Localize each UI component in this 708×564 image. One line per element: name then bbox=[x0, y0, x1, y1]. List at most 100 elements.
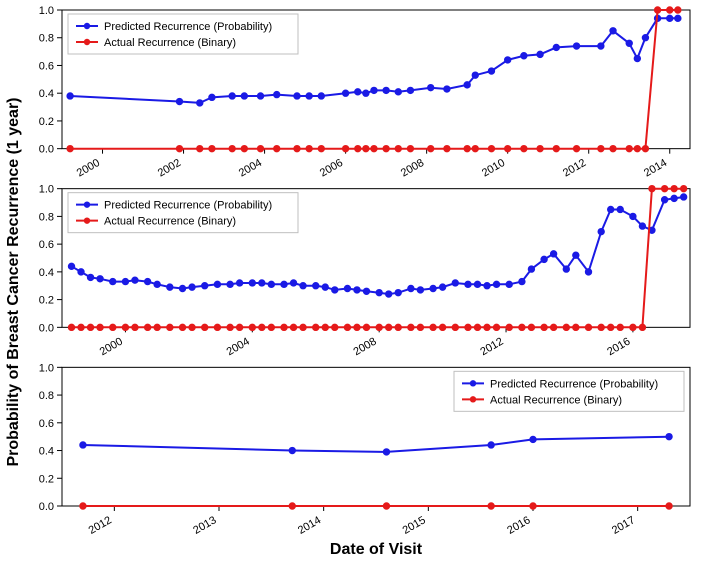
series-marker-actual bbox=[474, 324, 480, 330]
series-marker-actual bbox=[80, 503, 86, 509]
series-marker-actual bbox=[241, 145, 247, 151]
series-marker-actual bbox=[313, 324, 319, 330]
series-marker-predicted bbox=[634, 55, 640, 61]
series-marker-actual bbox=[202, 324, 208, 330]
series-marker-predicted bbox=[610, 28, 616, 34]
series-marker-actual bbox=[573, 145, 579, 151]
legend: Predicted Recurrence (Probability)Actual… bbox=[68, 14, 298, 54]
y-axis-label: Probability of Breast Cancer Recurrence … bbox=[5, 97, 22, 466]
series-marker-predicted bbox=[306, 93, 312, 99]
x-axis-label: Date of Visit bbox=[330, 541, 423, 558]
series-marker-actual bbox=[417, 324, 423, 330]
series-marker-actual bbox=[452, 324, 458, 330]
series-marker-actual bbox=[290, 324, 296, 330]
series-marker-actual bbox=[376, 324, 382, 330]
series-marker-predicted bbox=[122, 278, 128, 284]
series-marker-actual bbox=[464, 145, 470, 151]
series-marker-actual bbox=[249, 324, 255, 330]
series-marker-actual bbox=[87, 324, 93, 330]
y-tick-label: 0.2 bbox=[39, 473, 54, 485]
series-marker-actual bbox=[68, 324, 74, 330]
series-marker-actual bbox=[472, 145, 478, 151]
series-marker-predicted bbox=[110, 278, 116, 284]
series-marker-predicted bbox=[666, 433, 672, 439]
series-marker-predicted bbox=[617, 206, 623, 212]
x-tick-label: 2016 bbox=[505, 514, 532, 537]
y-tick-label: 1.0 bbox=[39, 184, 54, 196]
series-marker-actual bbox=[383, 145, 389, 151]
series-marker-predicted bbox=[268, 281, 274, 287]
series-marker-predicted bbox=[395, 289, 401, 295]
series-marker-predicted bbox=[97, 276, 103, 282]
series-marker-actual bbox=[430, 324, 436, 330]
series-marker-actual bbox=[671, 185, 677, 191]
y-tick-label: 0.6 bbox=[39, 239, 54, 251]
series-marker-predicted bbox=[474, 281, 480, 287]
series-marker-predicted bbox=[281, 281, 287, 287]
panel-2: 0.00.20.40.60.81.02012201320142015201620… bbox=[39, 362, 690, 537]
y-tick-label: 1.0 bbox=[39, 5, 54, 17]
y-tick-label: 0.8 bbox=[39, 33, 54, 45]
y-tick-label: 0.0 bbox=[39, 501, 54, 513]
y-tick-label: 0.2 bbox=[39, 116, 54, 128]
series-marker-actual bbox=[553, 145, 559, 151]
series-marker-predicted bbox=[236, 280, 242, 286]
series-marker-actual bbox=[154, 324, 160, 330]
series-marker-actual bbox=[344, 324, 350, 330]
series-marker-predicted bbox=[465, 281, 471, 287]
series-marker-actual bbox=[608, 324, 614, 330]
legend-label: Predicted Recurrence (Probability) bbox=[104, 200, 272, 212]
series-marker-actual bbox=[110, 324, 116, 330]
series-marker-actual bbox=[634, 145, 640, 151]
series-marker-actual bbox=[630, 324, 636, 330]
series-marker-predicted bbox=[67, 93, 73, 99]
series-marker-predicted bbox=[488, 442, 494, 448]
y-tick-label: 0.6 bbox=[39, 418, 54, 430]
series-marker-predicted bbox=[484, 283, 490, 289]
series-marker-predicted bbox=[488, 68, 494, 74]
series-marker-predicted bbox=[132, 277, 138, 283]
y-tick-label: 0.8 bbox=[39, 211, 54, 223]
series-marker-predicted bbox=[371, 87, 377, 93]
legend-label: Predicted Recurrence (Probability) bbox=[490, 378, 658, 390]
series-marker-predicted bbox=[274, 91, 280, 97]
series-marker-actual bbox=[550, 324, 556, 330]
series-marker-actual bbox=[598, 145, 604, 151]
x-tick-label: 2015 bbox=[401, 514, 428, 537]
series-marker-predicted bbox=[87, 274, 93, 280]
series-marker-predicted bbox=[626, 40, 632, 46]
series-marker-predicted bbox=[332, 287, 338, 293]
series-marker-actual bbox=[444, 145, 450, 151]
series-marker-predicted bbox=[541, 256, 547, 262]
series-marker-predicted bbox=[294, 93, 300, 99]
y-tick-label: 1.0 bbox=[39, 362, 54, 374]
series-marker-actual bbox=[395, 145, 401, 151]
series-marker-predicted bbox=[385, 291, 391, 297]
series-marker-actual bbox=[528, 324, 534, 330]
series-marker-actual bbox=[176, 145, 182, 151]
series-marker-predicted bbox=[519, 278, 525, 284]
series-marker-predicted bbox=[553, 44, 559, 50]
x-tick-label: 2012 bbox=[561, 157, 588, 180]
x-tick-label: 2000 bbox=[98, 336, 125, 359]
series-marker-predicted bbox=[504, 57, 510, 63]
series-marker-actual bbox=[493, 324, 499, 330]
series-marker-predicted bbox=[563, 266, 569, 272]
series-marker-actual bbox=[427, 145, 433, 151]
series-marker-predicted bbox=[675, 15, 681, 21]
series-line-predicted bbox=[83, 437, 669, 452]
x-tick-label: 2000 bbox=[75, 157, 102, 180]
x-tick-label: 2014 bbox=[642, 157, 669, 180]
series-marker-actual bbox=[439, 324, 445, 330]
series-marker-actual bbox=[541, 324, 547, 330]
series-marker-predicted bbox=[598, 228, 604, 234]
series-marker-actual bbox=[642, 145, 648, 151]
series-marker-actual bbox=[257, 145, 263, 151]
series-marker-actual bbox=[363, 324, 369, 330]
series-marker-predicted bbox=[209, 94, 215, 100]
x-tick-label: 2008 bbox=[399, 157, 426, 180]
series-marker-predicted bbox=[464, 82, 470, 88]
series-marker-actual bbox=[268, 324, 274, 330]
series-marker-actual bbox=[649, 185, 655, 191]
series-marker-actual bbox=[236, 324, 242, 330]
